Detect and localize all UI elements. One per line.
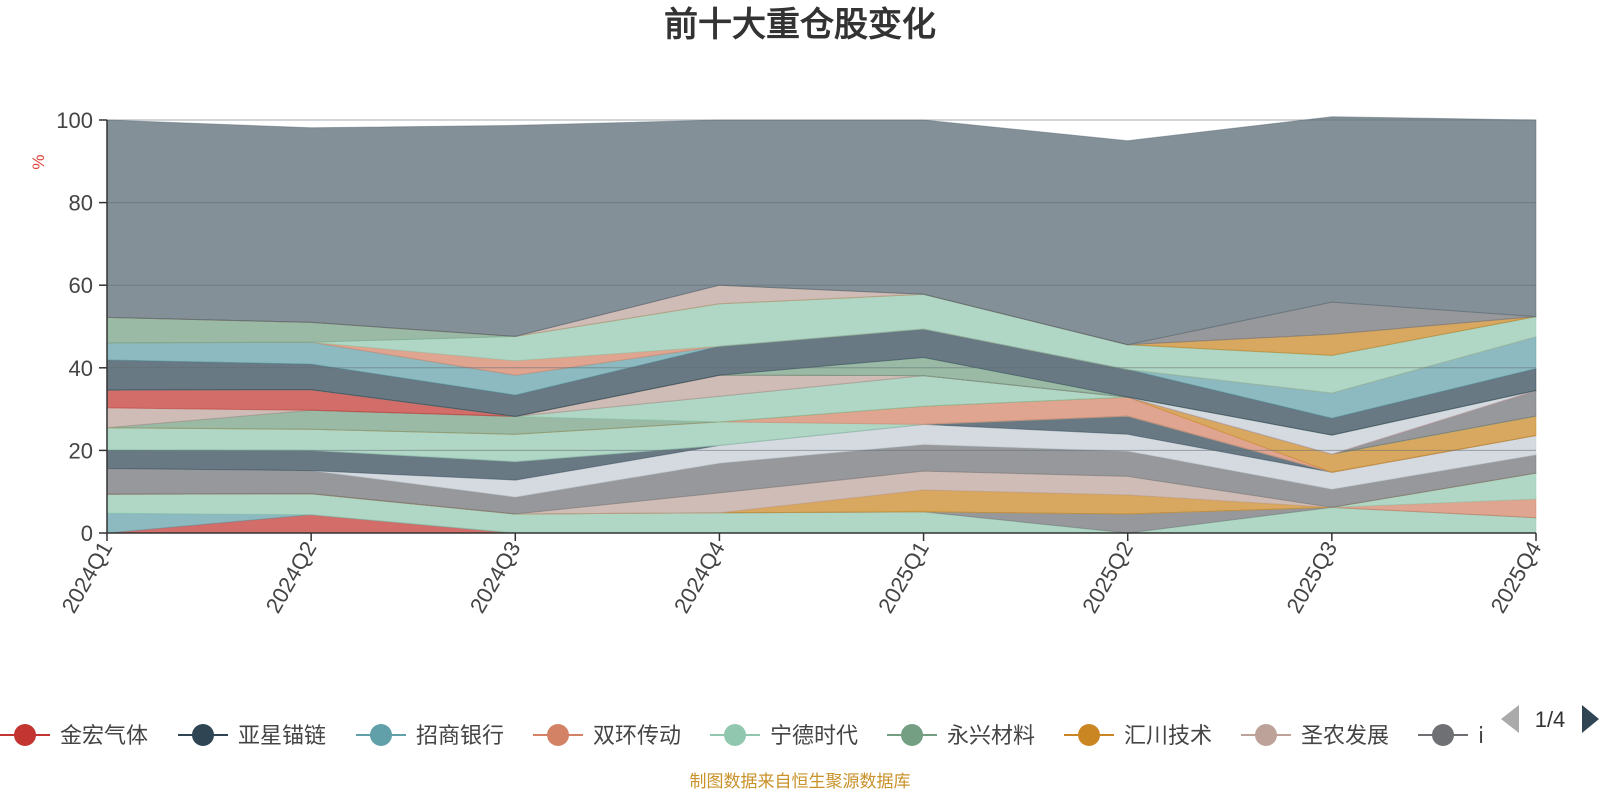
legend-marker-icon (1078, 724, 1100, 746)
y-axis-unit: % (29, 154, 48, 169)
legend-pager: 1/4 (1501, 705, 1599, 733)
legend-item-1[interactable]: 金宏气体 (0, 724, 148, 749)
chart-title: 前十大重仓股变化 (664, 5, 936, 45)
legend-marker-icon (1255, 724, 1277, 746)
y-tick-label-80: 80 (69, 191, 93, 216)
legend-label: 永兴材料 (947, 724, 1035, 749)
legend-item-2[interactable]: 亚星锚链 (178, 724, 326, 749)
source-note: 制图数据来自恒生聚源数据库 (690, 772, 911, 792)
x-tick-label-2024Q4: 2024Q4 (669, 537, 730, 617)
legend: 金宏气体 亚星锚链 招商银行 双环传动 宁德时代 永兴材料 汇川技术 圣农发展 i (0, 724, 1484, 749)
legend-marker-icon (1432, 724, 1454, 746)
y-tick-label-20: 20 (69, 438, 93, 463)
x-axis-ticks: 2024Q1 2024Q2 2024Q3 2024Q4 2025Q1 2025Q2 2025… (57, 533, 1547, 617)
legend-next-arrow-icon[interactable] (1582, 705, 1599, 733)
y-tick-label-60: 60 (69, 273, 93, 298)
x-tick-label-2025Q2: 2025Q2 (1077, 537, 1138, 617)
y-axis-ticks: 0 20 40 60 80 100 (56, 108, 107, 546)
area-layers (106, 116, 1537, 534)
legend-label: 宁德时代 (770, 724, 858, 749)
x-tick-label-2025Q4: 2025Q4 (1486, 537, 1547, 617)
legend-label: 亚星锚链 (238, 724, 326, 749)
legend-marker-icon (370, 724, 392, 746)
legend-label: 招商银行 (416, 724, 504, 749)
legend-item-8[interactable]: 圣农发展 (1241, 724, 1389, 749)
x-tick-label-2024Q2: 2024Q2 (261, 537, 322, 617)
legend-item-9[interactable]: i (1418, 724, 1484, 749)
y-tick-label-40: 40 (69, 356, 93, 381)
legend-label: 汇川技术 (1124, 724, 1212, 749)
legend-label: 金宏气体 (60, 724, 148, 749)
legend-marker-icon (724, 724, 746, 746)
legend-prev-arrow-icon[interactable] (1501, 705, 1519, 733)
y-tick-label-0: 0 (81, 521, 93, 546)
legend-marker-icon (192, 724, 214, 746)
legend-label: 双环传动 (593, 724, 681, 749)
gridlines (107, 119, 1536, 451)
area-layer-15 (106, 396, 1537, 473)
legend-item-5[interactable]: 宁德时代 (710, 724, 858, 749)
legend-marker-icon (547, 724, 569, 746)
x-tick-label-2024Q3: 2024Q3 (465, 537, 526, 617)
legend-label: i (1478, 724, 1484, 749)
legend-page-indicator: 1/4 (1535, 707, 1566, 732)
area-layer-24 (106, 328, 1537, 436)
area-layer-27 (106, 293, 1537, 394)
x-tick-label-2024Q1: 2024Q1 (57, 537, 118, 617)
legend-item-3[interactable]: 招商银行 (356, 724, 504, 749)
y-tick-label-100: 100 (56, 108, 93, 133)
area-layer-5 (106, 493, 1537, 519)
legend-marker-icon (901, 724, 923, 746)
area-layer-6 (106, 472, 1537, 515)
legend-item-6[interactable]: 永兴材料 (887, 724, 1035, 749)
legend-item-7[interactable]: 汇川技术 (1064, 724, 1212, 749)
x-tick-label-2025Q3: 2025Q3 (1281, 537, 1342, 617)
legend-label: 圣农发展 (1301, 724, 1389, 749)
area-layer-32 (106, 116, 1537, 346)
legend-item-4[interactable]: 双环传动 (533, 724, 681, 749)
axes (106, 120, 1536, 534)
legend-marker-icon (14, 724, 36, 746)
x-tick-label-2025Q1: 2025Q1 (873, 537, 934, 617)
